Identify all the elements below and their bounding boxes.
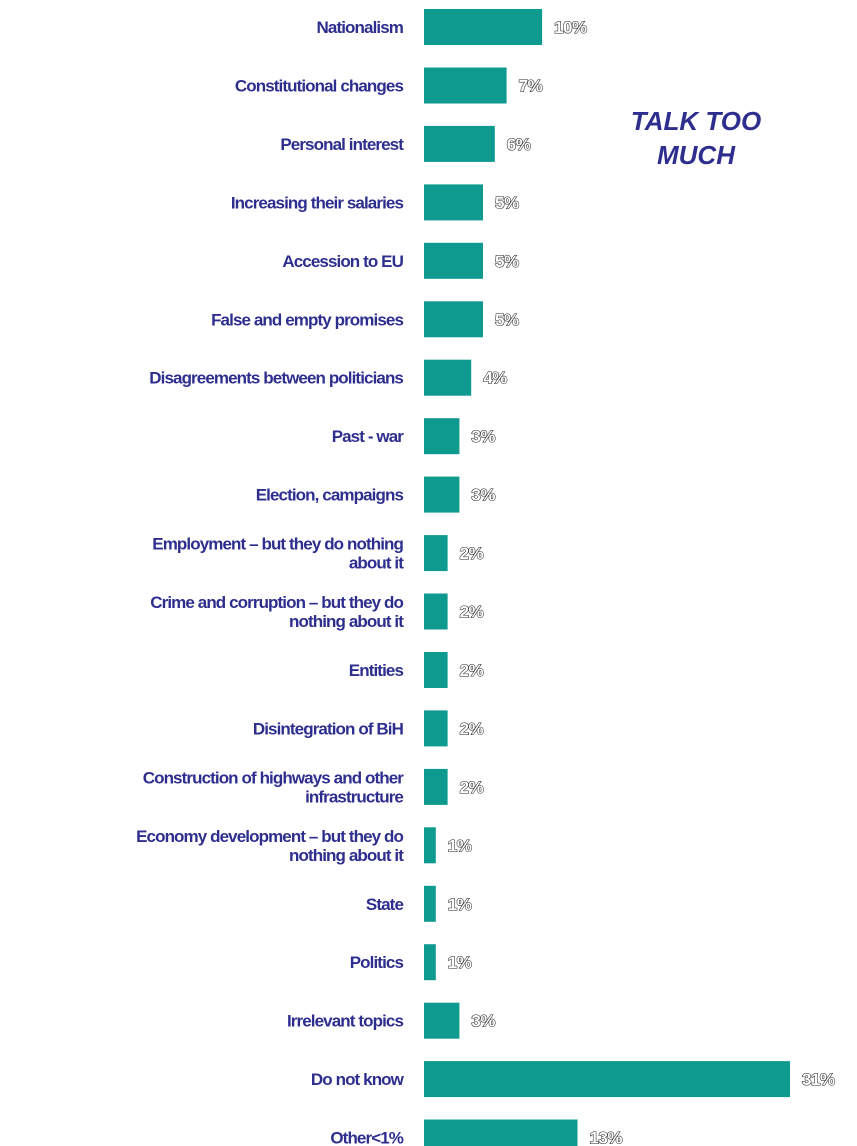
value-label-disagreements-between-politicians: 4% [483, 369, 507, 388]
value-label-employment-but-they-do-nothing-about-it: 2% [460, 544, 484, 563]
bar-accession-to-eu [424, 242, 483, 279]
bar-irrelevant-topics [424, 1002, 460, 1039]
bar-politics [424, 944, 436, 981]
bar-entities [424, 652, 448, 688]
category-label-other-1: Other<1% [330, 1129, 403, 1146]
category-label-employment-but-they-do-nothing-about-it: Employment – but they do nothing about it [152, 535, 404, 573]
category-label-personal-interest: Personal interest [280, 135, 404, 154]
category-label-increasing-their-salaries: Increasing their salaries [231, 193, 404, 212]
value-label-election-campaigns: 3% [471, 486, 495, 505]
category-label-disagreements-between-politicians: Disagreements between politicians [149, 369, 403, 388]
value-label-past-war: 3% [471, 427, 495, 446]
chart-title: TALK TOO MUCH [582, 104, 810, 172]
bar-constitutional-changes [424, 67, 507, 104]
value-label-economy-development-but-they-do-nothing-about-it: 1% [448, 836, 472, 855]
value-label-false-and-empty-promises: 5% [495, 310, 519, 329]
bar-personal-interest [424, 125, 495, 162]
value-label-nationalism: 10% [554, 18, 587, 37]
value-label-disintegration-of-bih: 2% [460, 719, 484, 738]
category-label-do-not-know: Do not know [311, 1070, 405, 1089]
bar-false-and-empty-promises [424, 301, 483, 338]
category-label-constitutional-changes: Constitutional changes [235, 77, 404, 96]
bar-increasing-their-salaries [424, 184, 483, 221]
value-label-personal-interest: 6% [507, 135, 531, 154]
value-label-construction-of-highways-and-other-infrastructure: 2% [460, 778, 484, 797]
category-label-false-and-empty-promises: False and empty promises [211, 310, 403, 329]
category-label-disintegration-of-bih: Disintegration of BiH [253, 719, 404, 738]
bar-past-war [424, 418, 460, 455]
value-label-other-1: 13% [590, 1129, 623, 1146]
value-label-increasing-their-salaries: 5% [495, 193, 519, 212]
value-label-accession-to-eu: 5% [495, 252, 519, 271]
value-label-entities: 2% [460, 661, 484, 680]
bar-disagreements-between-politicians [424, 359, 472, 396]
bar-election-campaigns [424, 476, 460, 513]
value-label-politics: 1% [448, 953, 472, 972]
category-label-politics: Politics [350, 953, 404, 972]
value-label-constitutional-changes: 7% [519, 77, 543, 96]
bar-economy-development-but-they-do-nothing-about-it [424, 827, 436, 864]
category-label-state: State [366, 895, 404, 914]
bar-other-1 [424, 1119, 578, 1146]
bar-nationalism [424, 9, 543, 45]
value-label-crime-and-corruption-but-they-do-nothing-about-it: 2% [460, 603, 484, 622]
bar-construction-of-highways-and-other-infrastructure [424, 768, 448, 805]
value-label-state: 1% [448, 895, 472, 914]
bar-employment-but-they-do-nothing-about-it [424, 535, 448, 572]
bar-do-not-know [424, 1061, 790, 1098]
category-label-election-campaigns: Election, campaigns [256, 486, 404, 505]
category-label-accession-to-eu: Accession to EU [282, 252, 403, 271]
value-label-do-not-know: 31% [802, 1070, 835, 1089]
bar-state [424, 885, 436, 922]
category-label-past-war: Past - war [332, 427, 405, 446]
category-label-construction-of-highways-and-other-infrastructure: Construction of highways and other infras… [143, 768, 405, 806]
category-label-entities: Entities [349, 661, 404, 680]
category-label-nationalism: Nationalism [317, 18, 404, 37]
chart-title-line-2: MUCH [657, 140, 735, 170]
value-label-irrelevant-topics: 3% [471, 1012, 495, 1031]
bar-disintegration-of-bih [424, 710, 448, 747]
category-label-crime-and-corruption-but-they-do-nothing-about-it: Crime and corruption – but they do nothin… [150, 593, 404, 631]
chart-title-line-1: TALK TOO [630, 106, 762, 136]
category-label-irrelevant-topics: Irrelevant topics [287, 1012, 403, 1031]
bar-crime-and-corruption-but-they-do-nothing-about-it [424, 593, 448, 630]
category-label-economy-development-but-they-do-nothing-about-it: Economy development – but they do nothing… [136, 827, 404, 865]
